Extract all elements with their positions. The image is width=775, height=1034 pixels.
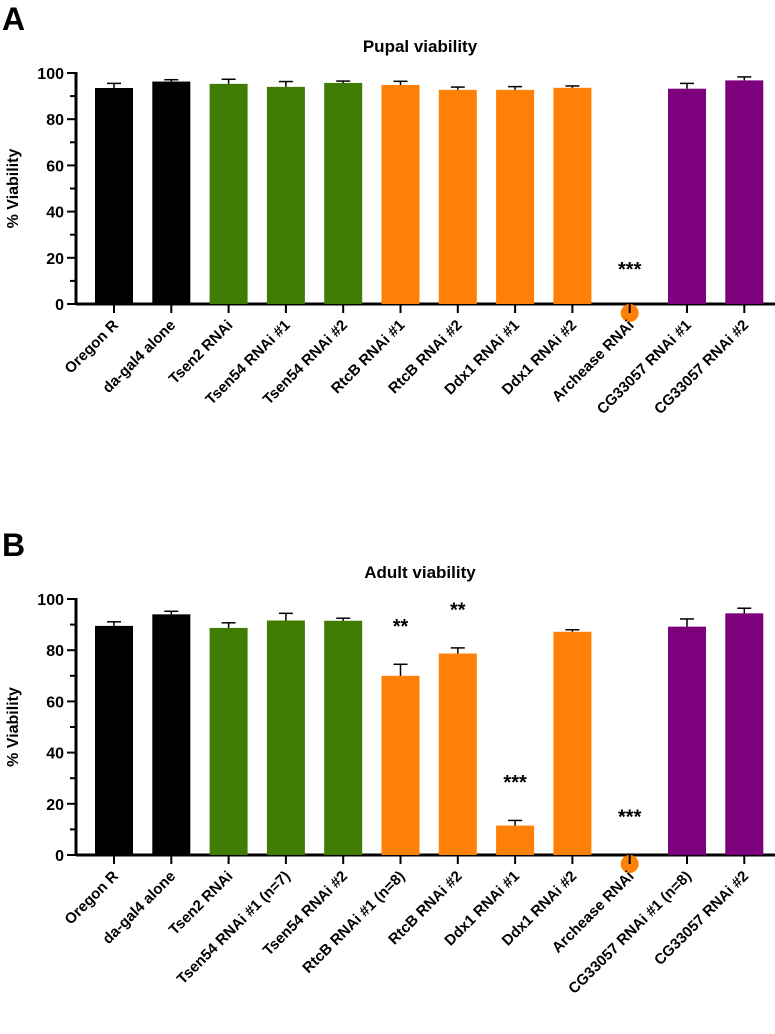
bar <box>266 86 305 304</box>
panel-letter: B <box>2 527 25 563</box>
chart-title: Adult viability <box>364 563 476 582</box>
bar <box>438 89 477 304</box>
bar <box>496 825 535 855</box>
y-tick-label: 40 <box>46 746 64 763</box>
x-tick-label: Oregon R <box>61 868 121 928</box>
bar <box>209 83 248 305</box>
bar <box>266 620 305 855</box>
y-tick-label: 60 <box>46 158 64 175</box>
bar <box>381 675 420 855</box>
y-axis-label: % Viability <box>5 149 22 229</box>
x-tick-label: RtcB RNAi #1 (n=8) <box>299 868 408 977</box>
significance-label: ** <box>450 600 466 622</box>
bar <box>152 81 191 304</box>
bar <box>553 87 592 304</box>
x-tick-label: CG33057 RNAi #1 <box>594 317 695 418</box>
y-tick-label: 60 <box>46 694 64 711</box>
bar <box>496 89 535 304</box>
bar <box>438 653 477 855</box>
y-tick-label: 0 <box>55 297 64 314</box>
y-tick-label: 20 <box>46 797 64 814</box>
chart-title: Pupal viability <box>363 37 478 56</box>
bar <box>324 82 363 304</box>
bar <box>95 625 133 855</box>
y-tick-label: 80 <box>46 643 64 660</box>
x-tick-label: Oregon R <box>61 317 121 377</box>
significance-label: *** <box>618 807 642 829</box>
y-tick-label: 0 <box>55 848 64 865</box>
panel-B: B Adult viability % Viability 0 20 40 60 80 100 O… <box>2 527 775 997</box>
y-axis-label: % Viability <box>5 687 22 767</box>
bar <box>668 626 706 855</box>
y-tick-label: 80 <box>46 112 64 129</box>
significance-label: ** <box>393 616 409 638</box>
significance-label: *** <box>503 772 527 794</box>
bar <box>95 88 133 304</box>
bar <box>381 85 420 305</box>
bar <box>725 80 764 304</box>
bar <box>324 620 363 855</box>
y-tick-label: 100 <box>37 66 64 83</box>
y-tick-label: 100 <box>37 592 64 609</box>
bar <box>209 627 248 855</box>
panel-A: A Pupal viability % Viability 0 20 40 60 80 100 O… <box>2 1 775 418</box>
x-tick-label: CG33057 RNAi #2 <box>651 317 752 418</box>
bar <box>725 613 764 855</box>
y-tick-label: 40 <box>46 205 64 222</box>
y-tick-label: 20 <box>46 251 64 268</box>
bar <box>152 614 191 855</box>
panel-letter: A <box>2 1 25 37</box>
bar <box>668 88 706 304</box>
x-tick-label: CG33057 RNAi #2 <box>651 868 752 969</box>
x-tick-label: Tsen54 RNAi #1 (n=7) <box>174 868 294 988</box>
bar <box>553 631 592 855</box>
significance-label: *** <box>618 259 642 281</box>
